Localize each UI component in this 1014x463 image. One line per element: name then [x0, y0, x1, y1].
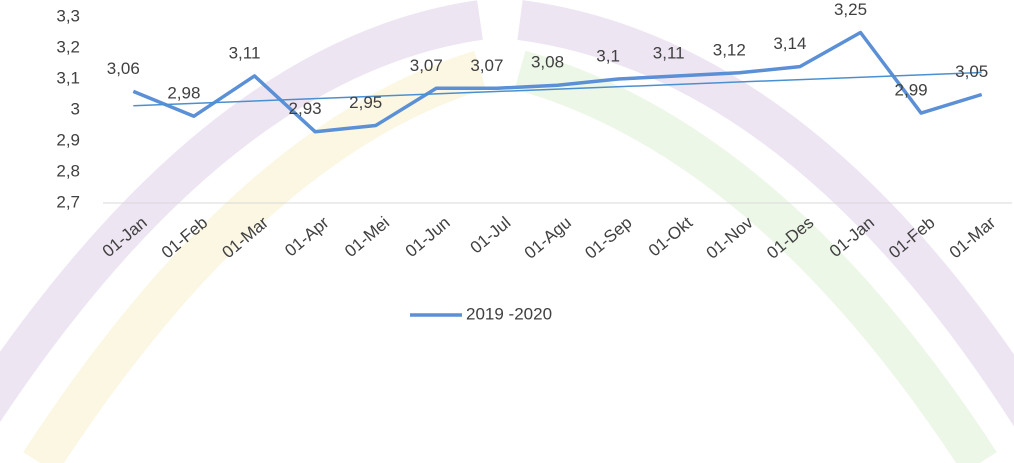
x-tick-label: 01-Jul [467, 213, 515, 257]
y-tick-label: 3,2 [56, 37, 80, 56]
y-tick-label: 2,8 [56, 161, 80, 180]
data-label: 3,06 [107, 59, 140, 78]
data-label: 2,93 [289, 99, 322, 118]
data-label: 3,07 [410, 56, 443, 75]
data-label: 3,1 [596, 46, 620, 65]
data-label: 3,08 [531, 53, 564, 72]
data-label: 3,07 [470, 56, 503, 75]
data-label: 3,14 [773, 34, 806, 53]
data-label: 3,11 [229, 43, 261, 62]
data-label: 3,05 [955, 62, 988, 81]
x-tick-label: 01-Apr [281, 213, 333, 261]
y-tick-label: 3 [71, 99, 80, 118]
x-tick-label: 01-Okt [645, 213, 697, 261]
data-label: 3,12 [713, 40, 746, 59]
x-tick-label: 01-Sep [581, 213, 635, 263]
data-label: 3,25 [834, 0, 867, 19]
data-label: 2,99 [895, 81, 928, 100]
y-tick-label: 2,7 [56, 192, 80, 211]
x-tick-label: 01-Mar [946, 213, 1000, 262]
data-label: 2,95 [349, 93, 382, 112]
data-label: 2,98 [167, 84, 200, 103]
y-tick-label: 2,9 [56, 130, 80, 149]
x-tick-label: 01-Nov [703, 213, 758, 263]
x-tick-label: 01-Agu [521, 213, 575, 263]
chart: 2,72,82,933,13,23,301-Jan01-Feb01-Mar01-… [0, 0, 1014, 463]
x-tick-label: 01-Jun [402, 213, 454, 261]
x-tick-label: 01-Mei [341, 213, 393, 261]
legend-label: 2019 -2020 [466, 304, 552, 323]
y-tick-label: 3,3 [56, 6, 80, 25]
y-tick-label: 3,1 [56, 68, 80, 87]
data-label: 3,11 [653, 43, 685, 62]
